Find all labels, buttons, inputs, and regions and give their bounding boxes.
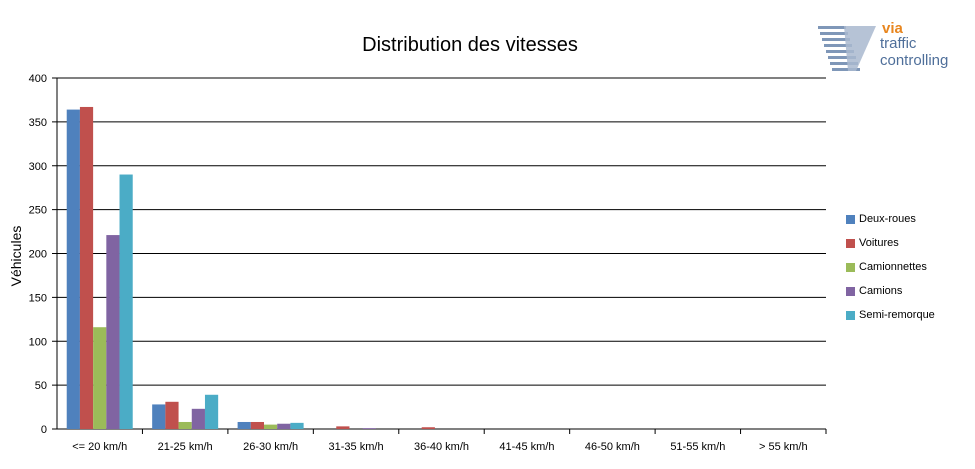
logo-text-via: via [882, 20, 903, 37]
bar [264, 424, 278, 429]
legend-item: Deux-roues [846, 207, 935, 231]
bar [237, 421, 251, 429]
x-tick-label: 36-40 km/h [414, 441, 469, 453]
legend-label: Voitures [859, 237, 899, 249]
y-tick-label: 350 [29, 117, 47, 129]
logo-text-traffic: traffic [880, 35, 917, 52]
bar [178, 421, 192, 429]
bar [191, 408, 205, 429]
x-tick-label: 41-45 km/h [499, 441, 554, 453]
bar [277, 423, 291, 429]
logo-text-controlling: controlling [880, 52, 949, 69]
y-tick-label: 250 [29, 205, 47, 217]
legend-swatch [846, 310, 855, 320]
y-tick-label: 300 [29, 161, 47, 173]
legend-item: Camionnettes [846, 255, 935, 279]
legend-swatch [846, 238, 855, 248]
bar [79, 106, 94, 430]
legend-swatch [846, 286, 855, 296]
x-tick-label: > 55 km/h [759, 441, 808, 453]
x-tick-label: 46-50 km/h [585, 441, 640, 453]
via-logo-icon [818, 26, 876, 71]
bar [290, 422, 304, 429]
bar [93, 327, 107, 429]
legend-label: Deux-roues [859, 213, 916, 225]
legend-item: Camions [846, 279, 935, 303]
y-tick-label: 200 [29, 249, 47, 261]
bar [204, 394, 219, 429]
y-tick-label: 150 [29, 292, 47, 304]
legend: Deux-roues Voitures Camionnettes Camions Sem… [846, 207, 935, 327]
bar [421, 427, 435, 429]
bar [336, 426, 350, 429]
x-tick-label: <= 20 km/h [72, 441, 127, 453]
bar [250, 421, 265, 429]
legend-label: Camionnettes [859, 261, 927, 273]
legend-item: Voitures [846, 231, 935, 255]
x-tick-label: 51-55 km/h [670, 441, 725, 453]
legend-swatch [846, 214, 855, 224]
x-tick-label: 31-35 km/h [329, 441, 384, 453]
y-tick-label: 0 [41, 424, 47, 436]
x-tick-label: 26-30 km/h [243, 441, 298, 453]
bar [165, 401, 179, 429]
via-logo: via traffic controlling [818, 20, 968, 75]
y-tick-label: 400 [29, 73, 47, 85]
bar [106, 235, 120, 429]
bar [119, 174, 133, 429]
y-tick-label: 50 [35, 380, 47, 392]
legend-item: Semi-remorque [846, 303, 935, 327]
chart-title: Distribution des vitesses [362, 34, 578, 56]
legend-swatch [846, 262, 855, 272]
legend-label: Semi-remorque [859, 309, 935, 321]
legend-label: Camions [859, 285, 903, 297]
bar [362, 428, 376, 429]
y-tick-label: 100 [29, 336, 47, 348]
bar [66, 109, 80, 429]
bar [152, 404, 166, 429]
x-tick-label: 21-25 km/h [158, 441, 213, 453]
